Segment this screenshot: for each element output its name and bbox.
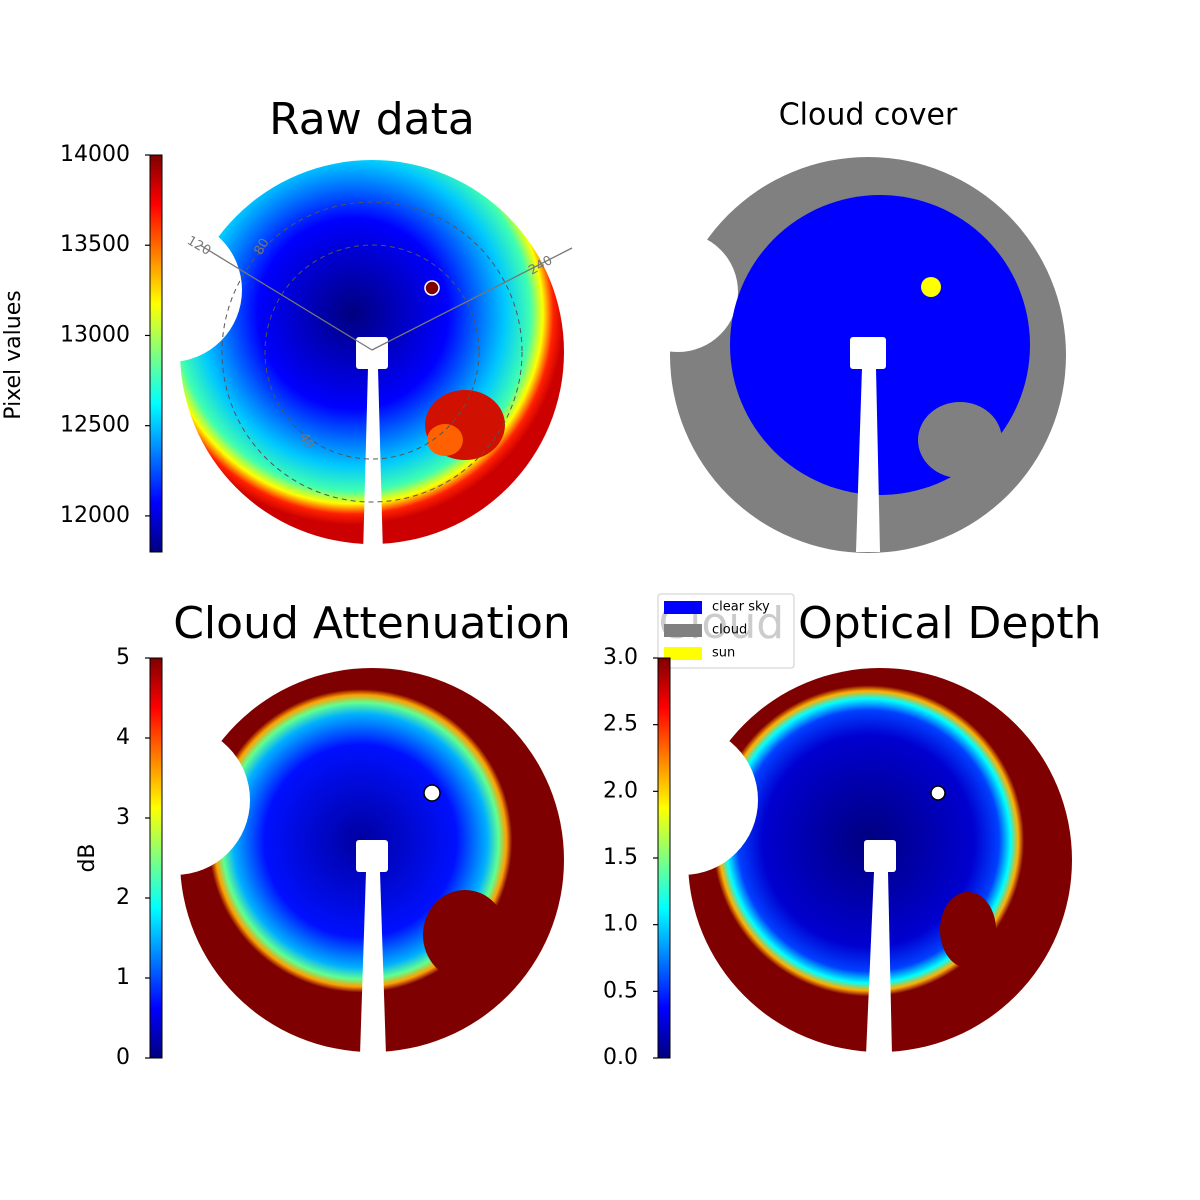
panel-title: Raw data — [269, 94, 475, 145]
colorbar-label: dB — [75, 843, 100, 872]
colorbar-tick-label: 2.5 — [603, 712, 638, 737]
colorbar — [149, 657, 163, 1059]
colorbar-tick-label: 0.0 — [603, 1045, 638, 1070]
colorbar-tick-label: 2 — [116, 885, 130, 910]
colorbar-tick-label: 2.0 — [603, 778, 638, 803]
polar-label: 80 — [252, 236, 273, 258]
colorbar-tick-label: 5 — [116, 645, 130, 670]
colorbar — [657, 657, 671, 1059]
raw-image — [98, 160, 573, 555]
colorbar-tick-label: 12000 — [60, 503, 130, 528]
legend-swatch — [664, 647, 702, 660]
colorbar-tick-label: 0 — [116, 1045, 130, 1070]
colorbar-tick-label: 14000 — [60, 142, 130, 167]
colorbar-tick-label: 3 — [116, 805, 130, 830]
legend-label: cloud — [712, 623, 747, 638]
legend-label: sun — [712, 646, 735, 661]
colorbar-tick-label: 1.0 — [603, 912, 638, 937]
panel-title: Cloud Attenuation — [173, 598, 571, 649]
legend-label: clear sky — [712, 600, 770, 615]
colorbar-tick-label: 4 — [116, 725, 130, 750]
legend-swatch — [664, 601, 702, 614]
panel-title: Cloud cover — [779, 98, 958, 133]
colorbar-tick-label: 3.0 — [603, 645, 638, 670]
cloud-cover-image — [618, 157, 1066, 553]
colorbar-tick-label: 13500 — [60, 232, 130, 257]
attenuation-image — [100, 668, 564, 1055]
colorbar-label: Pixel values — [1, 290, 26, 419]
colorbar-tick-label: 0.5 — [603, 978, 638, 1003]
optical-depth-image — [608, 668, 1072, 1055]
colorbar-tick-label: 12500 — [60, 413, 130, 438]
colorbar-tick-label: 1 — [116, 965, 130, 990]
colorbar-tick-label: 13000 — [60, 322, 130, 347]
polar-label: 40 — [296, 430, 317, 452]
colorbar — [149, 154, 163, 553]
colorbar-tick-label: 1.5 — [603, 845, 638, 870]
legend-swatch — [664, 624, 702, 637]
